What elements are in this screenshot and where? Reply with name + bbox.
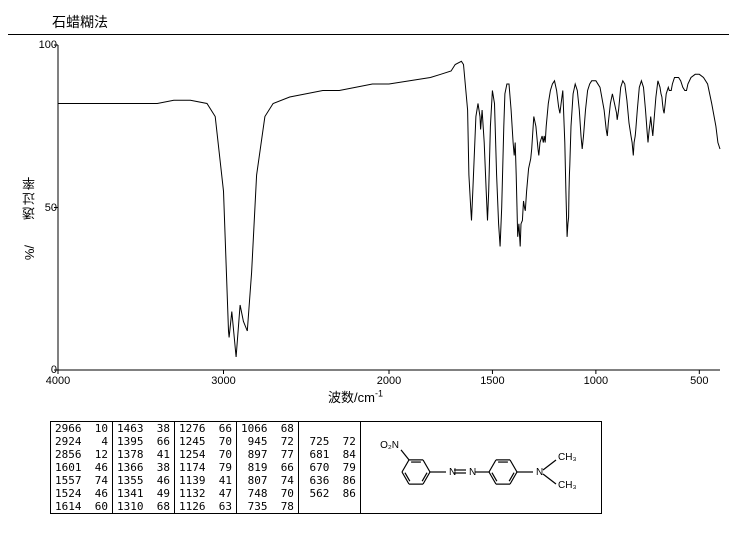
svg-text:O₂N: O₂N [380,440,399,451]
peak-table: 2966 102924 42856 121601 461557 741524 4… [50,421,361,514]
peak-column: 2966 102924 42856 121601 461557 741524 4… [51,422,113,514]
method-label: 石蜡糊法 [52,12,108,32]
y-tick: 100 [17,39,57,51]
x-axis-label: 波数/cm-1 [328,387,383,406]
x-tick: 500 [679,375,719,387]
svg-text:CH₃: CH₃ [558,452,577,463]
x-tick: 2000 [369,375,409,387]
x-tick: 4000 [38,375,78,387]
svg-text:CH₃: CH₃ [558,480,577,491]
y-axis-unit: %/ [22,245,37,260]
peak-column: 1066 68 945 72 897 77 819 66 807 74 748 … [236,422,298,514]
peak-column: 725 72 681 84 670 79 636 86 562 86 [298,422,360,514]
x-tick: 1500 [472,375,512,387]
svg-text:N: N [536,467,543,478]
y-tick: 50 [17,202,57,214]
x-tick: 3000 [204,375,244,387]
x-tick: 1000 [576,375,616,387]
molecular-structure: O₂NNNNCH₃CH₃ [361,421,602,514]
spectrum-chart: 透过率 %/ 050100 40003000200015001000500 波数… [8,35,729,397]
peak-column: 1463 381395 661378 411366 381355 461341 … [112,422,174,514]
peak-column: 1276 661245 701254 701174 791139 411132 … [174,422,236,514]
